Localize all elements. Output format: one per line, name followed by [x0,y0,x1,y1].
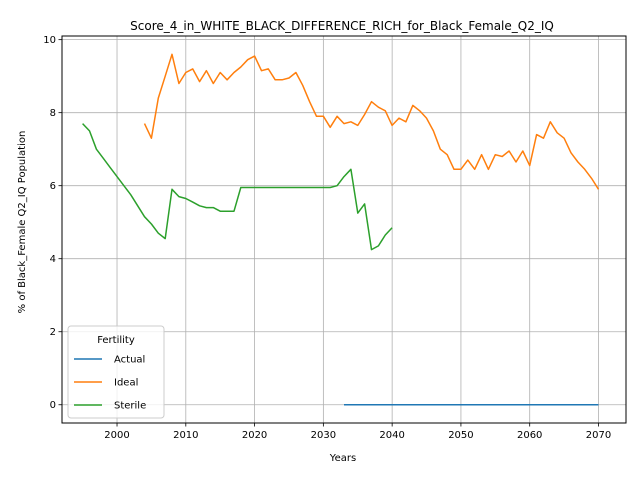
x-tick-label: 2070 [586,430,611,441]
x-axis-label: Years [329,453,356,464]
plot-frame [61,35,627,424]
series-line-sterile [82,123,393,251]
x-tick-label: 2030 [311,430,336,441]
x-tick-label: 2020 [242,430,267,441]
legend: Fertility Actual Ideal Sterile [67,325,165,419]
y-tick-label: 10 [43,35,56,46]
x-tick-label: 2040 [379,430,404,441]
y-tick-label: 4 [50,254,56,265]
legend-entries: Actual Ideal Sterile [74,355,146,412]
legend-title: Fertility [97,335,135,346]
x-tick-label: 2050 [448,430,473,441]
x-tick-label: 2060 [517,430,542,441]
legend-label-actual: Actual [114,355,145,366]
y-tick-label: 2 [50,327,56,338]
series-line-ideal [143,53,600,190]
legend-label-sterile: Sterile [114,401,146,412]
y-tick-label: 0 [50,400,56,411]
y-axis-label: % of Black_Female Q2_IQ Population [17,131,28,314]
y-tick-label: 8 [50,108,56,119]
y-tick-label: 6 [50,181,56,192]
chart-title: Score_4_in_WHITE_BLACK_DIFFERENCE_RICH_f… [130,19,554,33]
x-tick-label: 2000 [104,430,129,441]
legend-label-ideal: Ideal [114,378,138,389]
axis-ticks: 2000 2010 2020 2030 2040 2050 2060 2070 0 2 4 6 8 10 [43,35,611,441]
x-tick-label: 2010 [173,430,198,441]
legend-frame [67,325,165,419]
series-group [82,53,600,406]
